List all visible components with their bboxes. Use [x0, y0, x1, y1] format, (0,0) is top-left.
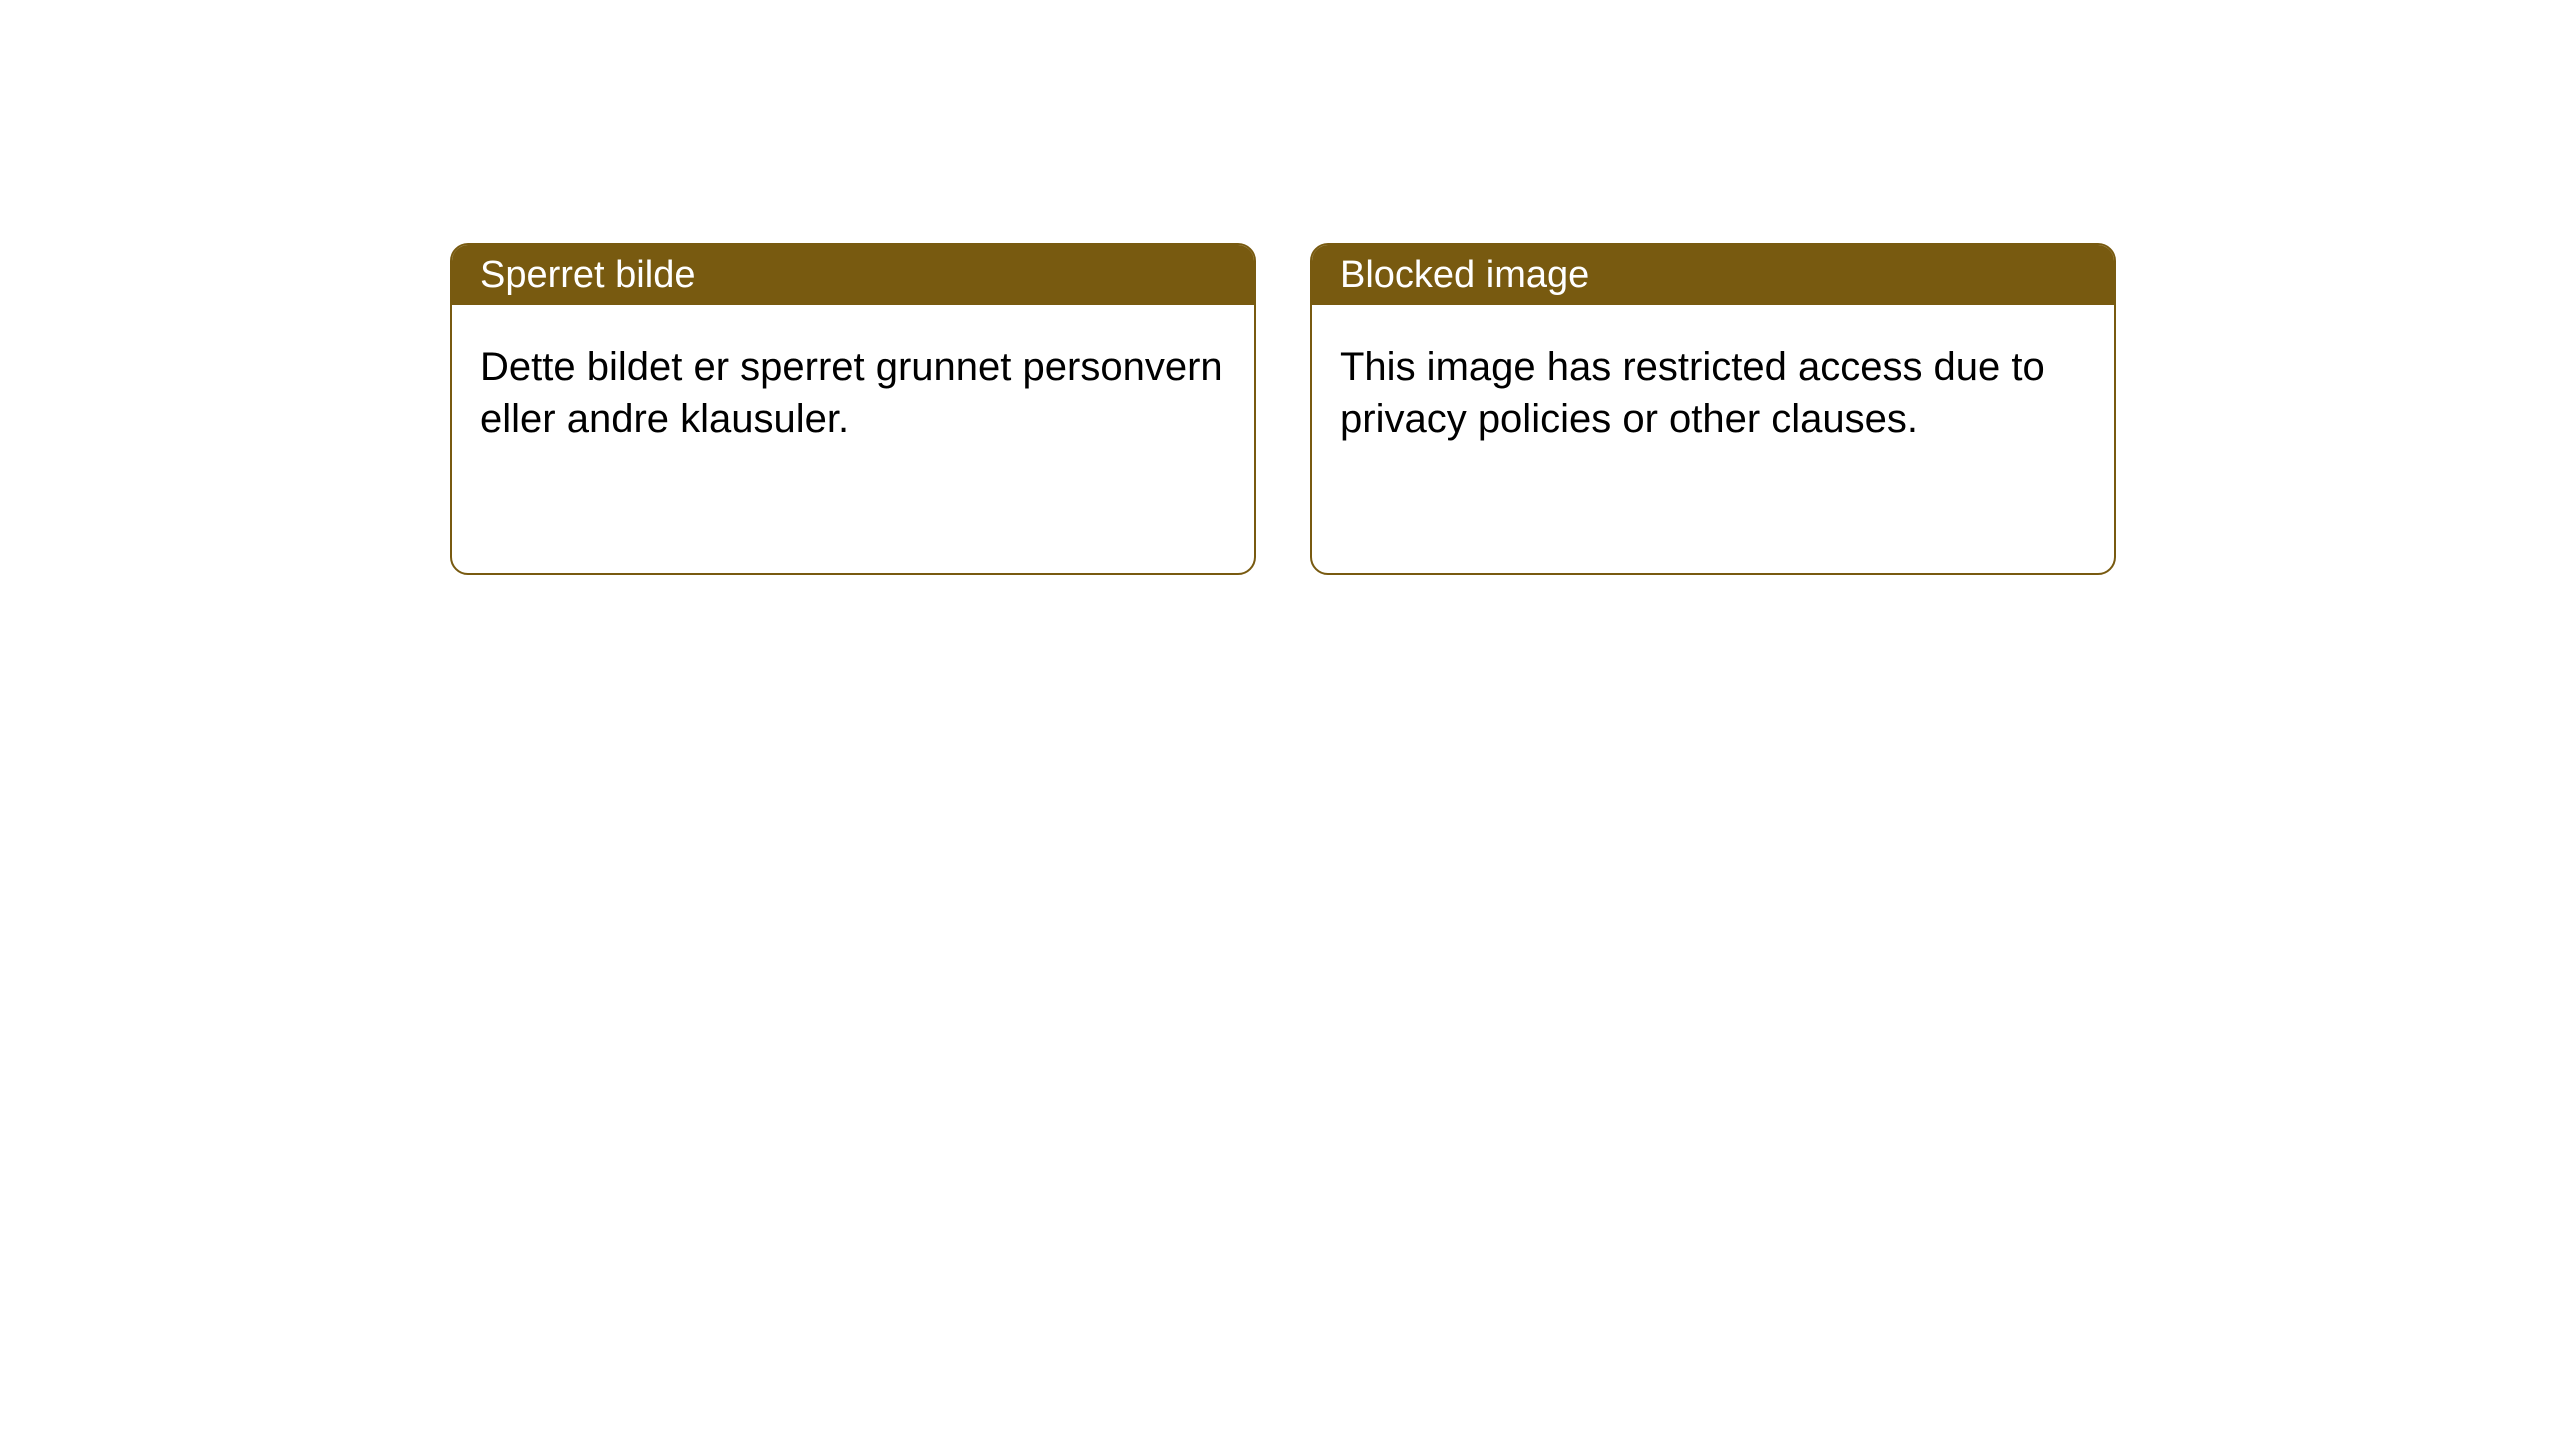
card-body: This image has restricted access due to …: [1312, 305, 2114, 481]
notice-cards-container: Sperret bilde Dette bildet er sperret gr…: [450, 243, 2116, 575]
card-title: Blocked image: [1340, 254, 1589, 297]
card-header: Blocked image: [1312, 245, 2114, 305]
card-header: Sperret bilde: [452, 245, 1254, 305]
card-body: Dette bildet er sperret grunnet personve…: [452, 305, 1254, 481]
card-body-text: Dette bildet er sperret grunnet personve…: [480, 345, 1223, 441]
notice-card-norwegian: Sperret bilde Dette bildet er sperret gr…: [450, 243, 1256, 575]
notice-card-english: Blocked image This image has restricted …: [1310, 243, 2116, 575]
card-body-text: This image has restricted access due to …: [1340, 345, 2045, 441]
card-title: Sperret bilde: [480, 254, 695, 297]
